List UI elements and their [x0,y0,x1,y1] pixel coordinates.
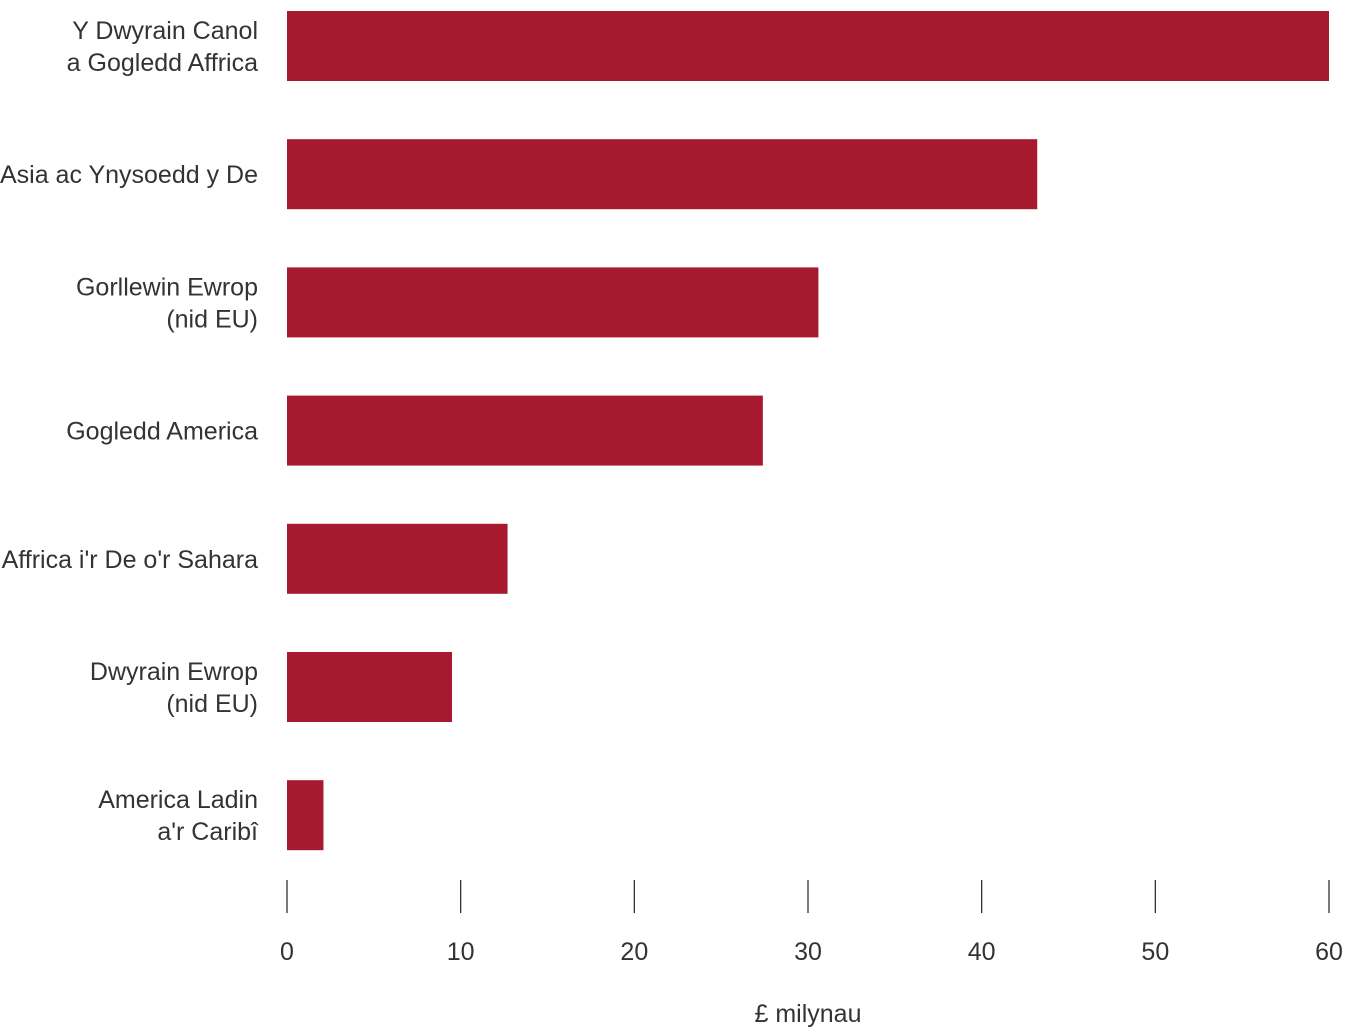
x-tick-label: 50 [1141,938,1169,966]
bar [287,11,1329,81]
x-tick-label: 30 [794,938,822,966]
category-label: Gorllewin Ewrop (nid EU) [76,273,258,333]
x-tick-label: 20 [620,938,648,966]
x-tick-label: 10 [447,938,475,966]
x-axis-ticks [286,880,1330,913]
category-label: America Ladin a'r Caribî [98,786,259,846]
bar [287,139,1038,210]
bar [287,395,763,466]
bar [287,267,819,338]
bar [287,780,324,851]
category-label: Y Dwyrain Canol a Gogledd Affrica [67,17,258,77]
x-axis-title: £ milynau [755,1000,862,1028]
bars-group [287,11,1329,851]
x-tick-label: 0 [280,938,294,966]
category-label: Gogledd America [66,418,258,446]
bar [287,523,508,594]
category-labels: Y Dwyrain Canol a Gogledd Affrica Asia ac … [0,17,259,846]
bar [287,652,452,722]
category-label: Affrica i'r De o'r Sahara [2,546,259,574]
category-label: Asia ac Ynysoedd y De [0,161,258,189]
x-axis-tick-labels: 0 10 20 30 40 50 60 [280,938,1343,966]
category-label: Dwyrain Ewrop (nid EU) [90,658,258,718]
x-tick-label: 60 [1315,938,1343,966]
x-tick-label: 40 [968,938,996,966]
